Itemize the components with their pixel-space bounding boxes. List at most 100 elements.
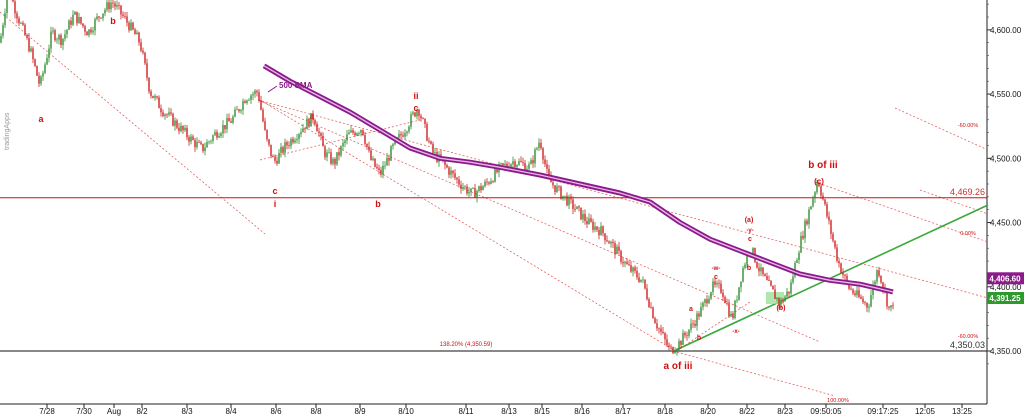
candle-body bbox=[672, 347, 674, 354]
candle-body bbox=[598, 229, 600, 236]
candle-body bbox=[370, 150, 372, 160]
candle-body bbox=[46, 57, 48, 65]
price-label-box bbox=[987, 272, 1024, 285]
candle-body bbox=[70, 20, 72, 25]
candle-body bbox=[108, 2, 110, 10]
candle-body bbox=[500, 163, 502, 165]
candle-body bbox=[766, 276, 768, 280]
candle-body bbox=[582, 213, 584, 220]
x-tick-label: 8/8 bbox=[310, 407, 322, 416]
horizontal-level-label: 4,469.26 bbox=[950, 187, 985, 197]
candle-body bbox=[656, 323, 658, 329]
fib-level-label: 100.00% bbox=[827, 398, 849, 404]
candle-body bbox=[638, 277, 640, 282]
candle-body bbox=[574, 208, 576, 210]
candle-body bbox=[480, 186, 482, 191]
candle-body bbox=[728, 303, 730, 317]
fib-channel-line bbox=[259, 99, 678, 353]
candle-body bbox=[594, 226, 596, 230]
candle-body bbox=[244, 101, 246, 104]
candle-body bbox=[26, 35, 28, 38]
candle-body bbox=[416, 109, 418, 117]
candle-body bbox=[400, 133, 402, 136]
candle-body bbox=[556, 186, 558, 193]
candle-body bbox=[254, 90, 256, 95]
candle-body bbox=[6, 0, 8, 14]
wave-label: c bbox=[413, 103, 418, 113]
candle-body bbox=[356, 133, 358, 136]
wave-label: ii bbox=[413, 91, 418, 101]
candle-body bbox=[158, 97, 160, 109]
candle-body bbox=[76, 11, 78, 24]
candle-body bbox=[226, 118, 228, 130]
candle-body bbox=[362, 129, 364, 136]
candle-body bbox=[530, 160, 532, 165]
candle-body bbox=[284, 142, 286, 153]
fib-138-annotation: 138.20% (4,350.59) bbox=[440, 342, 493, 348]
candle-body bbox=[12, 0, 14, 2]
candle-body bbox=[380, 170, 382, 175]
candle-body bbox=[634, 267, 636, 271]
candle-body bbox=[466, 186, 468, 194]
candle-body bbox=[18, 18, 20, 24]
candle-body bbox=[196, 141, 198, 148]
candle-body bbox=[316, 123, 318, 132]
candle-body bbox=[758, 267, 760, 272]
candle-body bbox=[182, 125, 184, 131]
candle-body bbox=[790, 282, 792, 294]
wave-label: b bbox=[375, 199, 381, 209]
candle-body bbox=[760, 267, 762, 272]
candle-body bbox=[866, 303, 868, 308]
candle-body bbox=[520, 161, 522, 163]
candle-body bbox=[506, 163, 508, 167]
candle-body bbox=[184, 127, 186, 131]
candle-body bbox=[708, 298, 710, 304]
candle-body bbox=[82, 23, 84, 27]
candle-body bbox=[780, 299, 782, 305]
candle-body bbox=[622, 261, 624, 264]
candle-body bbox=[478, 186, 480, 191]
candle-body bbox=[404, 133, 406, 137]
candle-body bbox=[406, 131, 408, 134]
candle-body bbox=[186, 127, 188, 138]
candle-body bbox=[614, 243, 616, 254]
candle-body bbox=[590, 218, 592, 222]
candle-body bbox=[706, 299, 708, 304]
candle-body bbox=[462, 187, 464, 189]
x-tick-label: 09:50:05 bbox=[810, 407, 842, 416]
candle-body bbox=[352, 130, 354, 133]
candle-body bbox=[856, 290, 858, 296]
candle-body bbox=[240, 110, 242, 112]
candle-body bbox=[252, 94, 254, 96]
candle-body bbox=[0, 35, 2, 43]
candle-body bbox=[602, 226, 604, 234]
candle-body bbox=[618, 246, 620, 251]
candle-body bbox=[44, 64, 46, 73]
candle-body bbox=[422, 118, 424, 120]
candle-body bbox=[724, 296, 726, 304]
candle-body bbox=[662, 331, 664, 334]
candle-body bbox=[816, 183, 818, 193]
candle-body bbox=[86, 31, 88, 36]
candle-body bbox=[496, 168, 498, 173]
candle-body bbox=[336, 152, 338, 165]
wave-label: c bbox=[714, 274, 718, 281]
candle-body bbox=[136, 32, 138, 35]
candle-body bbox=[348, 132, 350, 135]
candle-body bbox=[878, 270, 880, 276]
wave-label: a bbox=[689, 306, 693, 313]
candle-body bbox=[272, 155, 274, 157]
candle-body bbox=[624, 261, 626, 264]
candle-body bbox=[860, 296, 862, 299]
fib-level-label: 0.00% bbox=[960, 231, 976, 237]
candle-body bbox=[682, 332, 684, 345]
candle-body bbox=[154, 96, 156, 98]
candle-body bbox=[818, 183, 820, 187]
y-tick-label: 4,450.00 bbox=[990, 219, 1022, 228]
candle-body bbox=[178, 127, 180, 132]
candle-body bbox=[24, 24, 26, 36]
candle-body bbox=[510, 164, 512, 169]
candle-body bbox=[222, 125, 224, 134]
y-tick-label: 4,500.00 bbox=[990, 154, 1022, 163]
candle-body bbox=[96, 16, 98, 20]
